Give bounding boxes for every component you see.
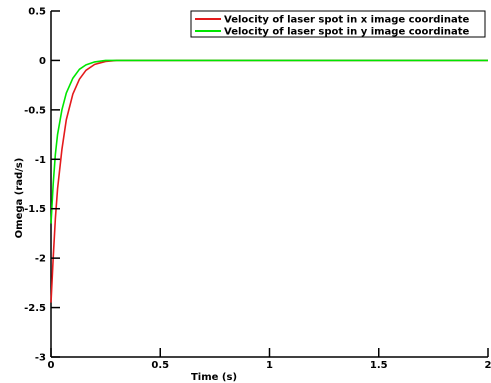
- x-tick-label: 1.5: [370, 360, 388, 371]
- y-tick-label: -1.5: [24, 204, 46, 215]
- y-tick-label: -0.5: [24, 105, 46, 116]
- ticks-layer: 0 0.5 1 1.5 2 0.5 0 -0.5 -1 -1.5 -2 -2.5 -3: [24, 7, 491, 372]
- y-tick-label: 0.5: [28, 7, 46, 18]
- y-tick-label: -3: [35, 353, 46, 364]
- series-layer: [50, 59, 488, 303]
- x-tick-label: 1: [266, 360, 273, 371]
- x-tick-label: 2: [485, 360, 491, 371]
- x-axis-label: Time (s): [191, 372, 237, 383]
- y-tick-label: 0: [39, 56, 46, 67]
- legend-label: Velocity of laser spot in x image coordi…: [224, 15, 469, 26]
- series-line-1: [50, 59, 488, 303]
- x-tick-label: 0: [48, 360, 55, 371]
- legend-box: [190, 10, 486, 38]
- plot-axes: [50, 11, 488, 358]
- y-tick-label: -2.5: [24, 303, 46, 314]
- legend-label: Velocity of laser spot in y image coordi…: [224, 27, 470, 38]
- x-tick-label: 0.5: [151, 360, 169, 371]
- legend: Velocity of laser spot in x image coordi…: [190, 10, 486, 38]
- y-axis-label: Omega (rad/s): [14, 158, 25, 239]
- y-tick-label: -2: [35, 254, 46, 265]
- y-tick-label: -1: [35, 155, 46, 166]
- series-line-2: [50, 59, 488, 224]
